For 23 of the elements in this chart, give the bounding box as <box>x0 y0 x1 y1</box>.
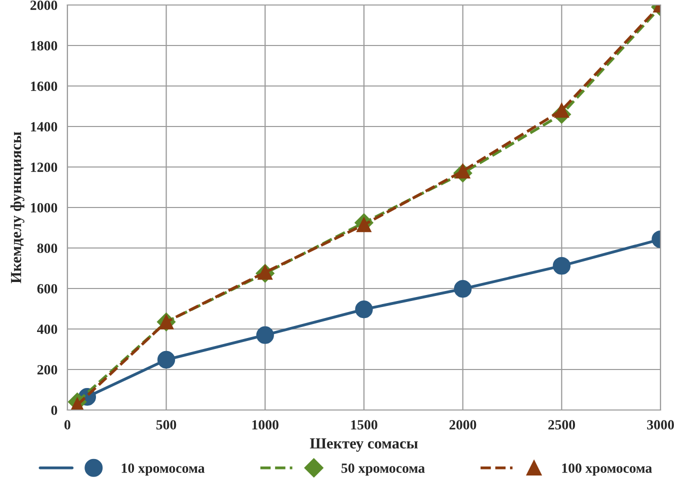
legend-label: 50 хромосома <box>341 463 425 476</box>
x-tick-label: 1000 <box>252 420 278 430</box>
x-tick-label: 3000 <box>647 420 674 430</box>
y-tick-label: 600 <box>37 284 58 294</box>
x-tick-label: 1500 <box>351 420 378 430</box>
x-axis-title: Шектеу сомасы <box>310 438 418 452</box>
y-tick-label: 1400 <box>31 122 58 132</box>
y-tick-label: 2000 <box>30 0 58 10</box>
x-tick-label: 0 <box>64 420 70 430</box>
y-tick-label: 1800 <box>31 41 58 50</box>
x-tick-label: 500 <box>156 420 176 430</box>
x-tick-label: 2000 <box>450 420 476 430</box>
y-tick-label: 400 <box>37 324 58 334</box>
y-axis-title: Икемделу функциясы <box>10 132 24 284</box>
y-tick-label: 1200 <box>31 162 58 172</box>
legend-label: 10 хромосома <box>122 463 205 476</box>
y-tick-label: 0 <box>51 406 58 415</box>
legend-label: 100 хромосома <box>562 463 652 476</box>
y-tick-label: 800 <box>37 244 58 253</box>
y-tick-label: 1600 <box>31 82 58 91</box>
y-tick-label: 1000 <box>31 203 58 212</box>
y-tick-label: 200 <box>37 365 58 374</box>
x-tick-label: 2500 <box>548 420 576 430</box>
